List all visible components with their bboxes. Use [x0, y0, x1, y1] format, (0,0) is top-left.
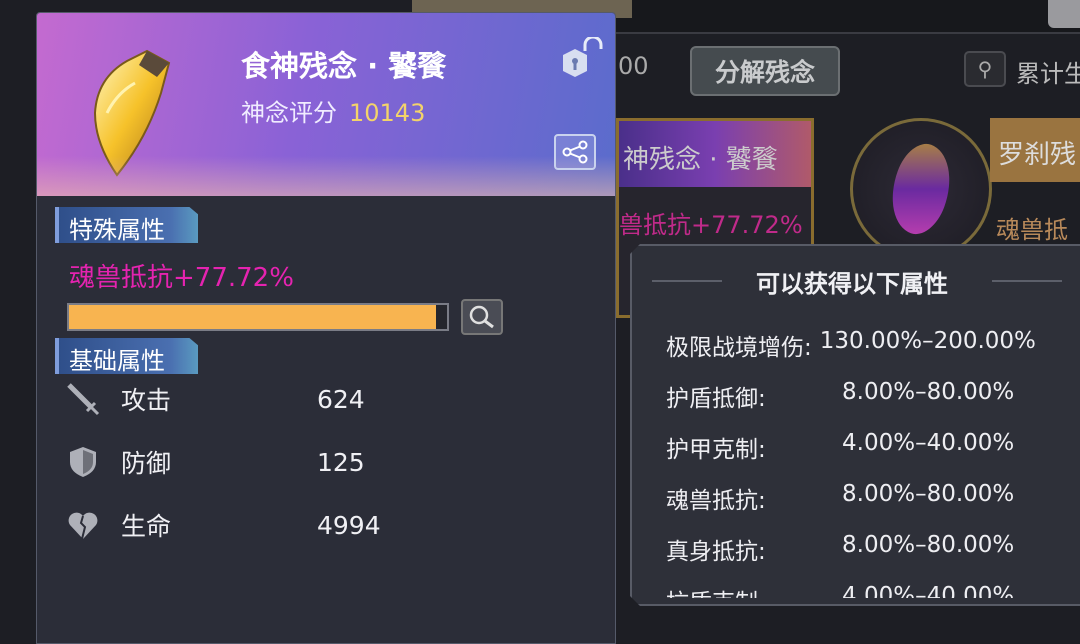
attribute-range: 8.00%–80.00%	[842, 481, 1015, 507]
card-title[interactable]: 罗刹残	[990, 118, 1080, 182]
attribute-range: 130.00%–200.00%	[819, 328, 1036, 354]
card-stat: 兽抵抗+77.72%	[619, 211, 803, 239]
special-attributes-heading: 特殊属性	[55, 207, 198, 243]
attribute-range: 8.00%–80.00%	[842, 532, 1015, 558]
attribute-name: 护盾抵御:	[666, 386, 766, 412]
attribute-range: 4.00%–40.00%	[842, 430, 1015, 456]
attribute-name: 极限战境增伤:	[666, 335, 812, 361]
card-stat: 魂兽抵	[996, 216, 1068, 244]
amount-text: 00	[618, 52, 649, 80]
tooltip-title: 可以获得以下属性	[756, 270, 948, 298]
search-icon: ⚲	[977, 57, 993, 81]
shield-icon	[70, 447, 96, 477]
top-button[interactable]	[1048, 0, 1080, 28]
attribute-row: 极限战境增伤: 130.00%–200.00%	[666, 328, 1080, 379]
stat-row-attack: 攻击 624	[65, 381, 365, 417]
gem-icon	[879, 137, 963, 241]
stat-value: 4994	[317, 510, 381, 540]
attribute-row: 真身抵抗: 8.00%–80.00%	[666, 532, 1080, 583]
heart-icon	[68, 512, 98, 540]
remnant-item-icon[interactable]	[850, 118, 992, 260]
attribute-name: 抗质克制:	[666, 583, 842, 598]
attribute-row: 魂兽抵抗: 8.00%–80.00%	[666, 481, 1080, 532]
search-button[interactable]: ⚲	[964, 51, 1006, 87]
special-progress-bar	[67, 303, 449, 331]
stat-label: 防御	[121, 449, 172, 478]
detail-header: 食神残念 · 饕餮 神念评分 10143	[37, 13, 615, 196]
unlock-icon[interactable]	[559, 37, 605, 83]
attribute-name: 护甲克制:	[666, 437, 766, 463]
divider	[652, 280, 722, 282]
score-label: 神念评分	[241, 99, 337, 127]
progress-fill	[69, 305, 436, 329]
attribute-name: 真身抵抗:	[666, 539, 766, 565]
card-title: 神残念 · 饕餮	[619, 121, 811, 187]
remnant-item-icon	[93, 49, 171, 177]
decompose-button[interactable]: 分解残念	[690, 46, 840, 96]
attribute-row: 护盾抵御: 8.00%–80.00%	[666, 379, 1080, 430]
attribute-tooltip: 可以获得以下属性 极限战境增伤: 130.00%–200.00% 护盾抵御: 8.00…	[630, 244, 1080, 606]
attribute-name: 魂兽抵抗:	[666, 488, 766, 514]
total-label: 累计生	[1016, 60, 1080, 88]
score-row: 神念评分 10143	[241, 93, 425, 128]
sword-icon	[67, 383, 100, 416]
base-attributes-heading: 基础属性	[55, 338, 198, 374]
stat-row-defense: 防御 125	[65, 444, 365, 480]
divider	[992, 280, 1062, 282]
top-bar	[600, 0, 1080, 34]
stat-label: 攻击	[121, 386, 172, 415]
stat-row-health: 生命 4994	[65, 507, 381, 543]
attribute-row: 护甲克制: 4.00%–40.00%	[666, 430, 1080, 481]
share-button[interactable]	[554, 134, 596, 170]
stat-label: 生命	[121, 512, 172, 541]
search-icon	[469, 305, 494, 329]
attribute-range: 4.00%–40.00%	[842, 583, 1015, 598]
score-value: 10143	[349, 99, 426, 127]
special-stat: 魂兽抵抗+77.72%	[69, 263, 294, 293]
item-detail-panel: 食神残念 · 饕餮 神念评分 10143 特殊属性 魂兽抵抗+77.72% 基础属…	[36, 12, 616, 644]
share-icon	[562, 140, 588, 164]
stat-value: 624	[317, 384, 365, 414]
attribute-range: 8.00%–80.00%	[842, 379, 1015, 405]
attribute-list[interactable]: 极限战境增伤: 130.00%–200.00% 护盾抵御: 8.00%–80.00% 护…	[666, 328, 1080, 598]
item-title: 食神残念 · 饕餮	[241, 49, 447, 83]
stat-value: 125	[317, 447, 365, 477]
inspect-button[interactable]	[461, 299, 503, 335]
attribute-row: 抗质克制:4.00%–40.00%	[666, 583, 1080, 598]
